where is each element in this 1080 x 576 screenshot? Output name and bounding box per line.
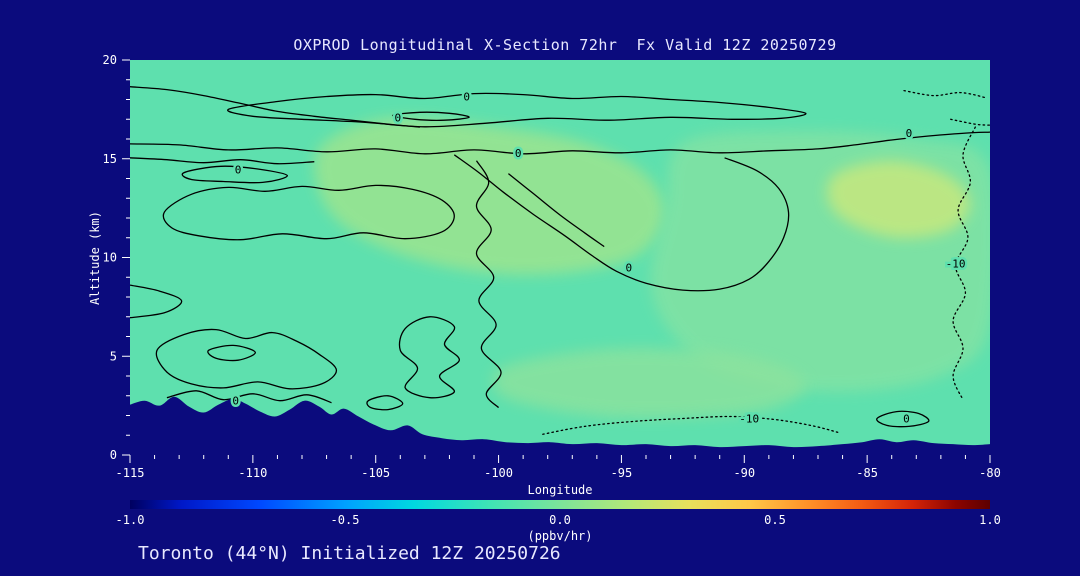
plot-area — [130, 60, 990, 455]
contour-label: 0 — [906, 127, 913, 140]
contour-line-dotted-20 — [950, 118, 990, 126]
y-tick-label: 15 — [103, 152, 117, 166]
contour-line-dotted-17 — [542, 415, 839, 435]
y-axis-label: Altitude (km) — [88, 211, 102, 305]
x-tick-label: -110 — [238, 466, 267, 480]
y-tick-label: 10 — [103, 251, 117, 265]
y-tick-label: 0 — [110, 448, 117, 462]
colorbar-tick-label: 1.0 — [979, 513, 1001, 527]
field-patch-3 — [492, 348, 806, 418]
colorbar-unit-label: (ppbv/hr) — [527, 529, 593, 543]
contour-line-solid-12 — [207, 344, 256, 362]
contour-label: 0 — [395, 111, 402, 124]
contour-label: 0 — [903, 412, 910, 425]
contour-line-dotted-19 — [903, 89, 986, 99]
colorbar-tick-label: 0.0 — [549, 513, 571, 527]
y-tick-label: 5 — [110, 349, 117, 363]
contour-line-solid-15 — [366, 395, 404, 411]
contour-label: 0 — [625, 261, 632, 274]
contour-line-solid-10 — [398, 316, 460, 399]
colorbar-tick-label: -0.5 — [331, 513, 360, 527]
field-patch-0 — [314, 117, 666, 275]
contour-line-solid-1 — [227, 92, 807, 128]
contour-label: 0 — [235, 164, 242, 177]
footer-annotation: Toronto (44°N) Initialized 12Z 20250726 — [138, 543, 561, 564]
contour-line-solid-3 — [130, 131, 990, 155]
contour-line-solid-4 — [130, 157, 315, 165]
x-tick-label: -80 — [979, 466, 1001, 480]
contour-label: 0 — [463, 91, 470, 104]
x-tick-label: -105 — [361, 466, 390, 480]
x-tick-label: -115 — [116, 466, 145, 480]
contour-line-solid-7 — [453, 154, 790, 292]
colorbar-gradient — [130, 500, 990, 509]
x-axis-label: Longitude — [527, 483, 593, 497]
x-tick-label: -90 — [733, 466, 755, 480]
contour-line-solid-11 — [155, 328, 338, 390]
contour-label: 0 — [515, 147, 522, 160]
y-tick-label: 20 — [103, 53, 117, 67]
contour-line-solid-6 — [162, 184, 455, 241]
axis-ticks — [122, 59, 991, 463]
field-patch-2 — [827, 160, 971, 239]
x-tick-label: -95 — [611, 466, 633, 480]
chart-title: OXPROD Longitudinal X-Section 72hr Fx Va… — [293, 36, 837, 54]
contour-line-solid-14 — [130, 284, 183, 319]
contour-label: -10 — [739, 412, 759, 425]
terrain-silhouette — [130, 396, 990, 455]
contour-line-solid-8 — [507, 173, 605, 248]
colorbar-tick-label: -1.0 — [116, 513, 145, 527]
contour-line-solid-5 — [181, 165, 288, 184]
contour-line-solid-13 — [166, 390, 332, 404]
contour-label: -10 — [946, 257, 966, 270]
colorbar-tick-label: 0.5 — [764, 513, 786, 527]
contour-line-solid-9 — [475, 160, 502, 409]
contour-line-solid-16 — [876, 410, 930, 428]
x-tick-label: -100 — [484, 466, 513, 480]
x-tick-label: -85 — [856, 466, 878, 480]
contour-line-solid-2 — [392, 111, 470, 121]
contour-label: 0 — [232, 395, 239, 408]
contour-line-dotted-18 — [952, 126, 976, 401]
